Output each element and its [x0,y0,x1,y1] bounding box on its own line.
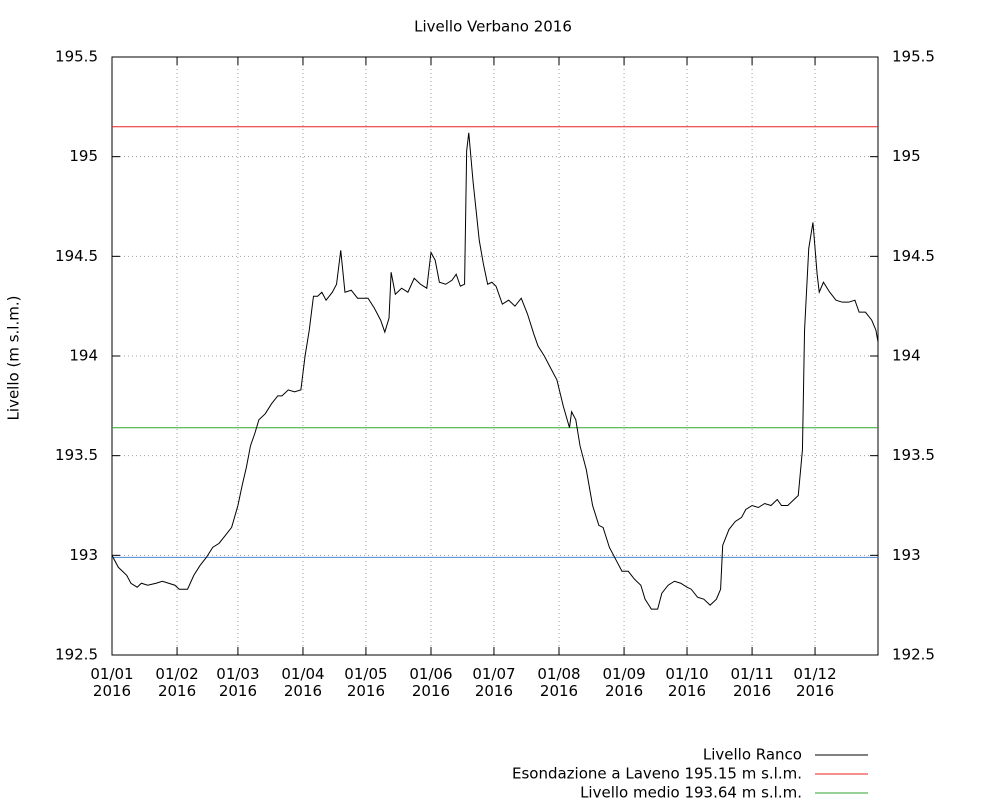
x-tick-label: 01/11 2016 [730,665,774,700]
y2-tick-label: 195 [892,147,921,165]
x-tick-label: 01/07 2016 [472,665,516,700]
x-tick-label: 01/05 2016 [344,665,388,700]
y2-tick-label: 193.5 [892,446,935,464]
legend-label: Livello medio 193.64 m s.l.m. [580,784,802,800]
x-tick-label: 01/03 2016 [216,665,260,700]
y-axis-label: Livello (m s.l.m.) [5,296,23,421]
legend-label: Esondazione a Laveno 195.15 m s.l.m. [512,765,802,783]
data-line [111,132,879,610]
y2-tick-label: 195.5 [892,48,935,66]
y2-tick-label: 192.5 [892,646,935,664]
y-tick-label: 195 [69,147,98,165]
y-tick-label: 194.5 [55,247,98,265]
y2-tick-label: 193 [892,546,921,564]
y2-tick-label: 194 [892,347,921,365]
y-tick-label: 194 [69,347,98,365]
x-tick-label: 01/10 2016 [665,665,709,700]
x-tick-label: 01/08 2016 [537,665,581,700]
legend-label: Livello Ranco [703,746,802,764]
y-tick-label: 195.5 [55,48,98,66]
x-tick-label: 01/02 2016 [155,665,199,700]
y-tick-label: 193 [69,546,98,564]
y2-tick-label: 194.5 [892,247,935,265]
chart-title: Livello Verbano 2016 [414,18,572,36]
x-tick-label: 01/04 2016 [281,665,325,700]
x-tick-label: 01/09 2016 [602,665,646,700]
x-tick-label: 01/12 2016 [793,665,837,700]
y-tick-label: 193.5 [55,446,98,464]
x-tick-label: 01/06 2016 [409,665,453,700]
y-tick-label: 192.5 [55,646,98,664]
plot-frame [111,56,879,656]
x-tick-label: 01/01 2016 [90,665,134,700]
